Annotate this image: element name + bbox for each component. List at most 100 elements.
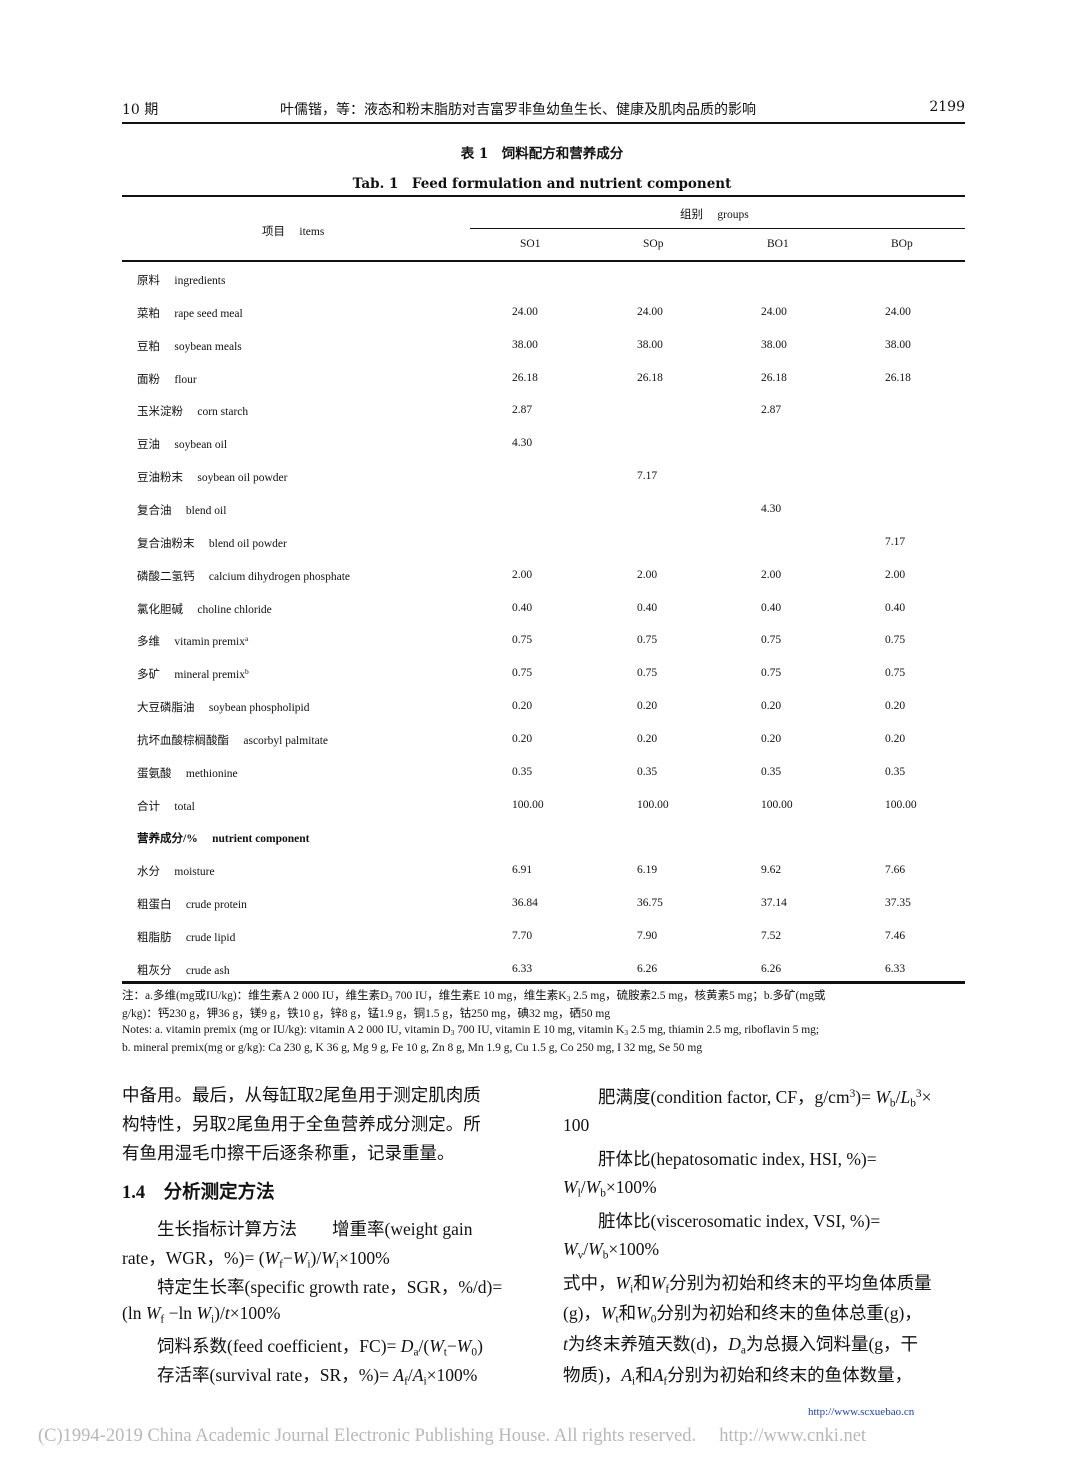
- table-cell: 0.75: [637, 634, 658, 647]
- table-cell: 0.75: [885, 667, 906, 680]
- body-line: 构特性，另取2尾鱼用于全鱼营养成分测定。所: [122, 1111, 481, 1136]
- body-line: t为终末养殖天数(d)，Da为总摄入饲料量(g，干: [563, 1331, 918, 1356]
- text-segment: 2.5 mg, thiamin 2.5 mg, riboflavin 5 mg;: [628, 1024, 820, 1036]
- text-segment: f: [404, 1375, 408, 1388]
- text-segment: W: [875, 1087, 890, 1107]
- table-cell: 0.40: [885, 601, 906, 614]
- text-segment: −: [446, 1336, 457, 1356]
- row-label: 多维 vitamin premixa: [137, 634, 249, 649]
- table-cell: 37.35: [885, 897, 911, 910]
- text-segment: W: [321, 1248, 336, 1268]
- groups-rule: [470, 228, 965, 229]
- text-segment: 物质)，: [563, 1365, 622, 1385]
- copyright-watermark: (C)1994-2019 China Academic Journal Elec…: [38, 1426, 867, 1446]
- body-line: 存活率(survival rate，SR，%)= Af/Ai×100%: [122, 1362, 477, 1387]
- column-header: SO1: [520, 238, 541, 250]
- table-cell: 0.20: [761, 732, 782, 745]
- table-cell: 0.35: [761, 765, 782, 778]
- text-segment: W: [615, 1273, 631, 1293]
- text-segment: 分别为初始和终末的平均鱼体质量: [669, 1273, 932, 1293]
- table-cell: 100.00: [512, 798, 544, 811]
- text-segment: 0: [650, 1313, 657, 1326]
- text-segment: )=: [855, 1087, 876, 1107]
- text-segment: t: [224, 1303, 230, 1323]
- column-header: BO1: [767, 238, 789, 250]
- note-line: b. mineral premix(mg or g/kg): Ca 230 g,…: [122, 1042, 702, 1054]
- body-line: (g)，Wt和W0分别为初始和终末的鱼体总重(g)，: [563, 1300, 922, 1325]
- text-segment: i: [335, 1258, 339, 1271]
- table-cell: 6.26: [637, 962, 658, 975]
- text-segment: −ln: [164, 1303, 197, 1323]
- table-cell: 0.35: [512, 765, 533, 778]
- text-segment: W: [456, 1336, 472, 1356]
- note-line: 注：a.多维(mg或IU/kg)：维生素A 2 000 IU，维生素D3 700…: [122, 987, 826, 1003]
- table-cell: 0.35: [885, 765, 906, 778]
- text-segment: 为终末养殖天数(d)，: [567, 1334, 729, 1354]
- text-segment: 为总摄入饲料量(g，干: [745, 1334, 919, 1354]
- row-label: 原料 ingredients: [137, 275, 226, 287]
- body-line: Wv/Wb×100%: [563, 1239, 659, 1261]
- table-cell: 0.75: [512, 667, 533, 680]
- text-segment: 3: [566, 994, 571, 1004]
- row-label: 合计 total: [137, 800, 195, 813]
- row-label: 豆油粉末 soybean oil powder: [137, 472, 288, 485]
- text-segment: i: [632, 1375, 636, 1388]
- table-cell: 38.00: [637, 338, 663, 351]
- text-segment: W: [636, 1303, 651, 1323]
- table-cell: 7.90: [637, 930, 658, 942]
- table-cell: 6.91: [512, 864, 533, 877]
- row-label: 复合油 blend oil: [137, 504, 227, 517]
- table-cell: 26.18: [885, 371, 911, 384]
- text-segment: A: [393, 1365, 405, 1385]
- text-segment: 3: [849, 1087, 856, 1100]
- text-segment: 存活率(survival rate，SR，%)=: [122, 1365, 394, 1385]
- text-segment: 和: [635, 1365, 653, 1385]
- table-cell: 0.35: [637, 765, 658, 778]
- body-line: 有鱼用湿毛巾擦干后逐条称重，记录重量。: [122, 1140, 455, 1165]
- text-segment: 和: [618, 1303, 637, 1323]
- text-segment: t: [443, 1346, 447, 1359]
- body-line: 中备用。最后，从每缸取2尾鱼用于测定肌肉质: [122, 1082, 481, 1107]
- text-segment: W: [292, 1248, 308, 1268]
- table-cell: 0.20: [761, 700, 782, 713]
- row-label: 豆油 soybean oil: [137, 439, 228, 452]
- text-segment: Notes: a. vitamin premix (mg or IU/kg): …: [122, 1024, 451, 1036]
- text-segment: ×: [921, 1087, 932, 1107]
- text-segment: b. mineral premix(mg or g/kg): Ca 230 g,…: [122, 1042, 703, 1054]
- text-segment: 肝体比(hepatosomatic index, HSI, %)=: [563, 1149, 877, 1169]
- text-segment: 饲料系数(feed coefficient，FC)=: [122, 1336, 401, 1356]
- note-line: g/kg)：钙230 g，钾36 g，镁9 g，铁10 g，锌8 g，锰1.9 …: [122, 1005, 610, 1021]
- text-segment: 0: [471, 1346, 478, 1359]
- table-cell: 36.75: [637, 897, 663, 910]
- table-cell: 4.30: [761, 502, 782, 515]
- table-top-rule: [122, 195, 965, 197]
- text-segment: b: [889, 1097, 896, 1110]
- table-cell: 0.75: [885, 634, 906, 647]
- row-label: 粗蛋白 crude protein: [137, 899, 247, 912]
- text-segment: f: [665, 1283, 670, 1296]
- text-segment: 3: [915, 1087, 922, 1100]
- text-segment: b: [602, 1249, 609, 1262]
- text-segment: /(: [418, 1336, 430, 1356]
- text-segment: a: [413, 1346, 419, 1359]
- row-label: 玉米淀粉 corn starch: [137, 406, 249, 419]
- body-line: 式中，Wi和Wf分别为初始和终末的平均鱼体质量: [563, 1270, 932, 1295]
- journal-link[interactable]: http://www.scxuebao.cn: [808, 1406, 915, 1418]
- text-segment: 3: [624, 1028, 629, 1038]
- column-header: BOp: [891, 238, 913, 250]
- text-segment: W: [650, 1273, 666, 1293]
- header-bottom-rule: [122, 260, 965, 262]
- table-cell: 7.70: [512, 930, 533, 942]
- items-header: 项目 items: [262, 226, 325, 238]
- row-label: 水分 moisture: [137, 866, 215, 879]
- table-cell: 0.75: [637, 667, 658, 680]
- table-cell: 7.52: [761, 930, 782, 942]
- table-cell: 7.17: [637, 470, 658, 483]
- table-bottom-rule: [122, 981, 965, 984]
- body-line: 饲料系数(feed coefficient，FC)= Da/(Wt−W0): [122, 1333, 483, 1358]
- body-line: 肥满度(condition factor, CF，g/cm3)= Wb/Lb3×: [563, 1084, 931, 1109]
- text-segment: 肥满度(condition factor, CF，g/cm: [563, 1087, 850, 1107]
- column-header: SOp: [643, 238, 664, 250]
- table-cell: 24.00: [761, 305, 787, 318]
